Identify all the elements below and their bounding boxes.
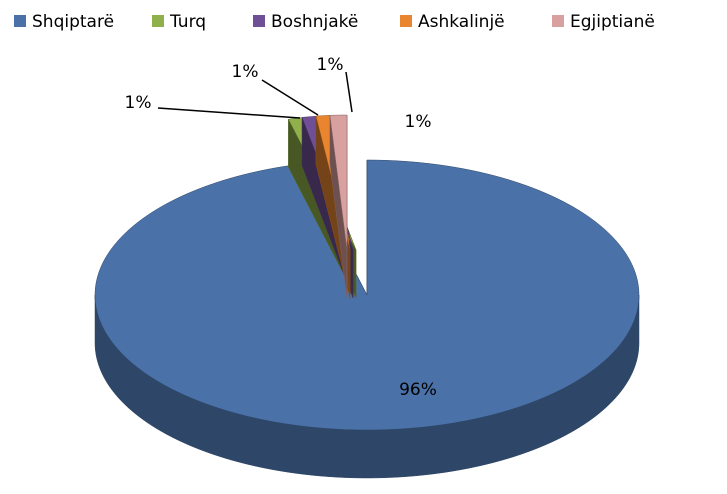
legend-label: Shqiptarë	[32, 12, 114, 32]
legend-swatch	[552, 15, 564, 27]
legend-label: Turq	[169, 12, 206, 32]
legend-label: Boshnjakë	[271, 12, 358, 32]
data-label: 1%	[232, 62, 259, 82]
legend-swatch	[253, 15, 265, 27]
leader-line	[345, 71, 353, 113]
slice-part	[94, 159, 640, 431]
data-label: 1%	[125, 93, 152, 113]
slice	[329, 114, 348, 299]
data-label: 1%	[405, 112, 432, 132]
data-label: 1%	[317, 55, 344, 75]
data-label: 96%	[399, 380, 437, 400]
leader-line	[261, 79, 319, 116]
legend-swatch	[152, 15, 164, 27]
legend-swatch	[14, 15, 26, 27]
slice-part	[329, 114, 348, 251]
legend-label: Egjiptianë	[570, 12, 655, 32]
legend-swatch	[400, 15, 412, 27]
legend-label: Ashkalinjë	[418, 12, 505, 32]
slice	[94, 159, 640, 479]
leader-line	[157, 107, 301, 119]
